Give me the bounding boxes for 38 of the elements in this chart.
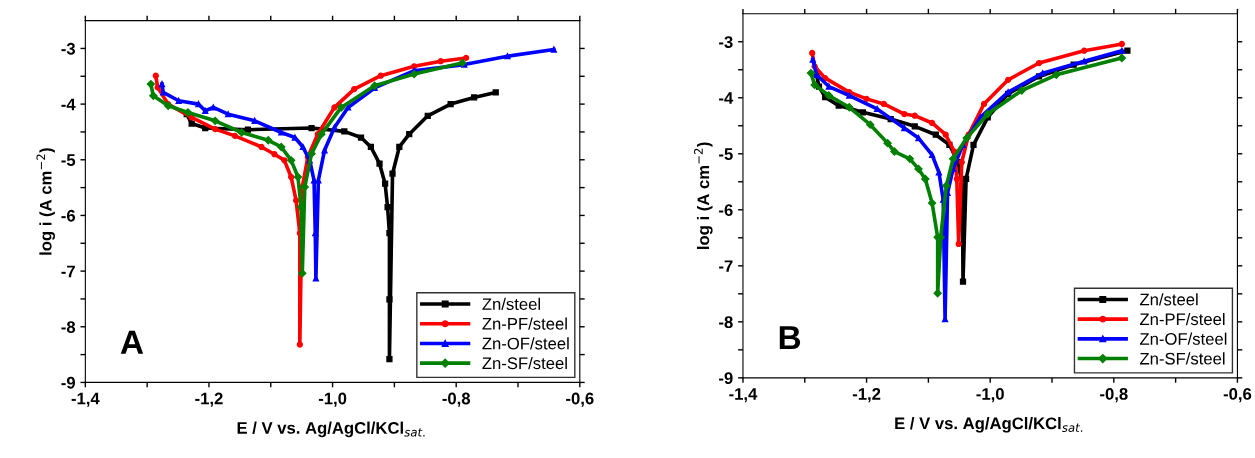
y-tick-label: -7 <box>719 260 733 272</box>
x-tick-label: -0,6 <box>566 392 594 407</box>
x-axis-title: E / V vs. Ag/AgCl/KCl$_{sat.}$ <box>237 421 425 438</box>
legend-label: Zn-OF/steel <box>1139 332 1227 345</box>
x-tick-label: -1,0 <box>976 388 1004 403</box>
x-tick-label: -0,6 <box>1223 388 1252 403</box>
y-tick-label: -4 <box>61 98 76 111</box>
x-tick-label: -0,8 <box>1100 388 1128 403</box>
y-tick-label: -9 <box>719 372 733 385</box>
y-tick-label: -6 <box>719 204 733 216</box>
y-tick-label: -8 <box>719 316 733 329</box>
x-axis-title: E / V vs. Ag/AgCl/KCl$_{sat.}$ <box>895 417 1083 433</box>
x-tick-label: -1,2 <box>852 388 881 403</box>
legend-label: Zn-SF/steel <box>482 356 567 370</box>
x-tick-label: -1,2 <box>195 392 223 407</box>
legend-label: Zn/steel <box>1139 293 1198 306</box>
y-tick-label: -3 <box>61 42 76 55</box>
legend-label: Zn/steel <box>482 297 541 311</box>
x-tick-label: -1,0 <box>318 392 347 407</box>
y-tick-label: -3 <box>719 36 733 48</box>
x-tick-label: -1,4 <box>71 392 100 407</box>
annotation: A <box>120 330 144 354</box>
y-tick-label: -6 <box>61 209 76 222</box>
y-tick-label: -5 <box>719 148 733 160</box>
y-tick-label: -4 <box>719 92 734 104</box>
legend-label: Zn-OF/steel <box>482 337 569 350</box>
y-tick-label: -7 <box>61 265 75 278</box>
y-tick-label: -9 <box>61 376 75 389</box>
legend-label: Zn-SF/steel <box>1139 352 1225 365</box>
x-tick-label: -1,4 <box>729 388 758 403</box>
annotation: B <box>779 326 801 350</box>
legend-label: Zn-PF/steel <box>482 317 567 330</box>
legend-label: Zn-PF/steel <box>1139 312 1225 326</box>
y-tick-label: -5 <box>61 154 76 166</box>
x-tick-label: -0,8 <box>442 392 471 407</box>
y-axis-title: log i (A cm$^{−2}$) <box>36 148 55 255</box>
y-axis-title: log i (A cm$^{−2}$) <box>694 142 713 249</box>
y-tick-label: -8 <box>61 321 76 333</box>
